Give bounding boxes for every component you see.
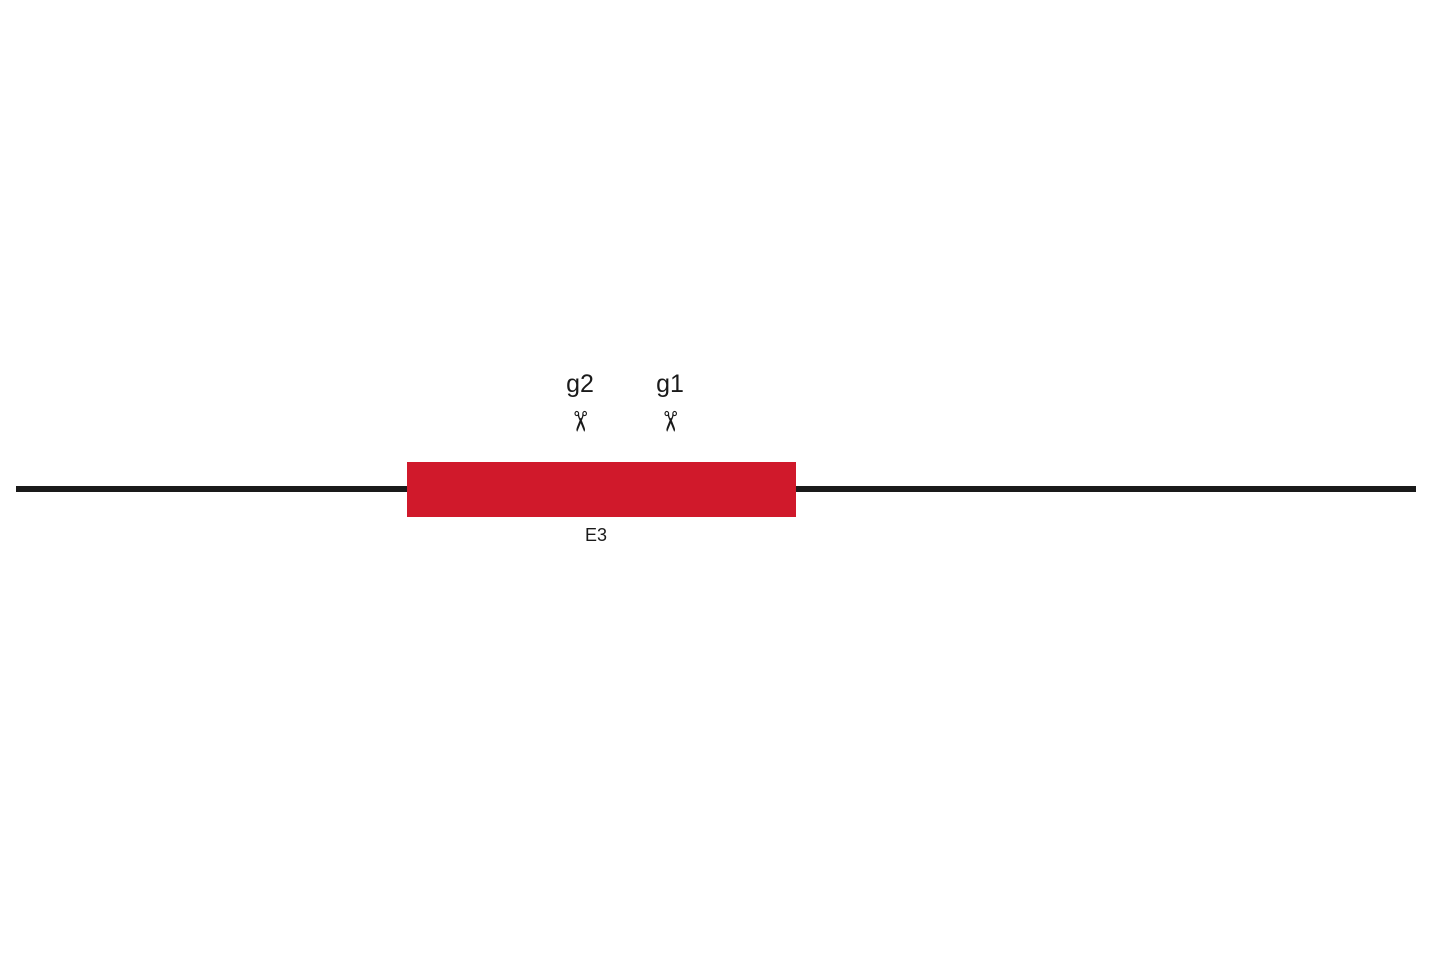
scissors-icon: ✂ (654, 410, 687, 433)
cut-site-label-g2: g2 (566, 370, 594, 399)
cut-site-label-g1: g1 (656, 370, 684, 399)
exon-box (407, 462, 796, 517)
scissors-icon: ✂ (564, 410, 597, 433)
exon-label: E3 (585, 525, 607, 546)
